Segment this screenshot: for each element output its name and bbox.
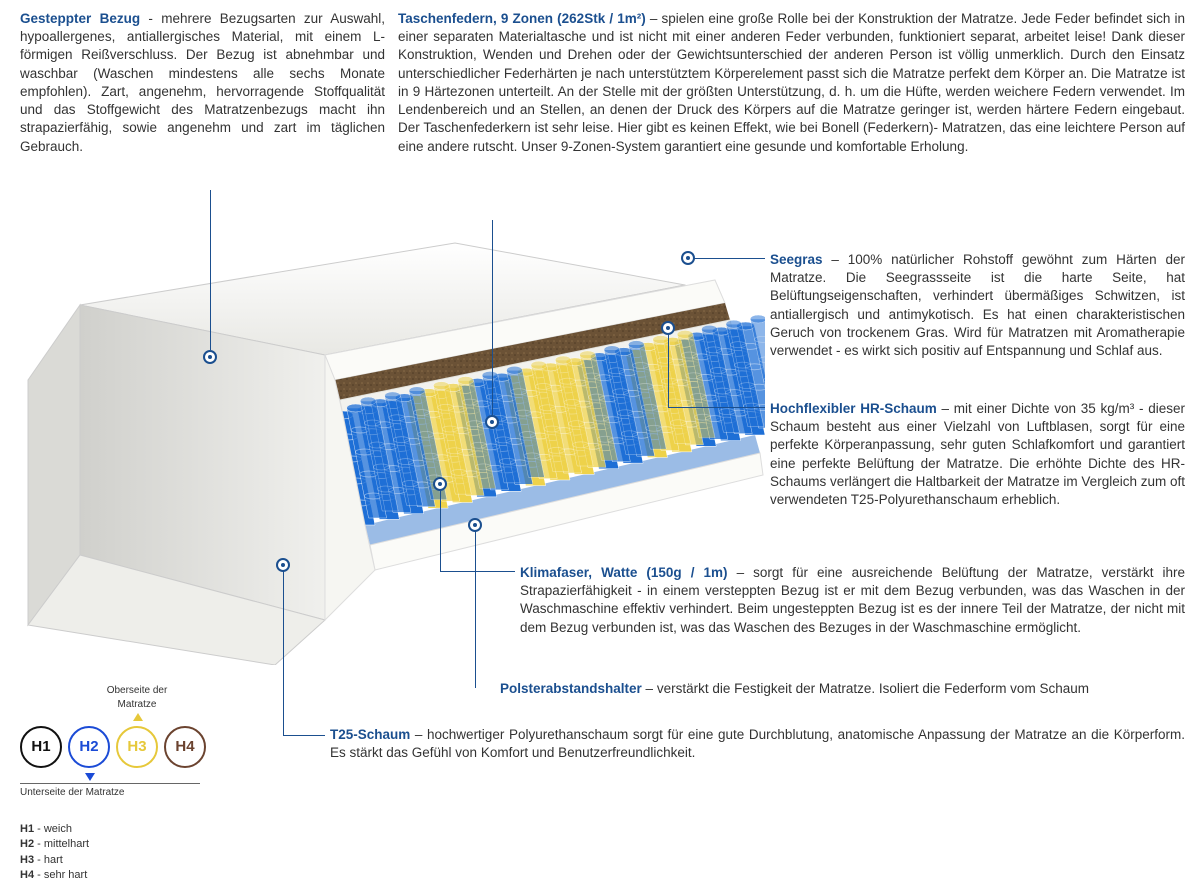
firm-key-line: H3 - hart xyxy=(20,853,89,868)
marker-hrfoam xyxy=(661,321,675,335)
arrow-up-icon xyxy=(133,713,143,721)
firm-circle-h3: H3 xyxy=(116,726,158,768)
firm-key-line: H4 - sehr hart xyxy=(20,868,89,883)
lead-klima-h xyxy=(440,571,515,572)
polster-sep: – xyxy=(642,681,657,696)
lead-polster-v xyxy=(475,525,476,688)
t25-body: hochwertiger Polyurethanschaum sorgt für… xyxy=(330,727,1185,760)
t25-title: T25-Schaum xyxy=(330,727,410,742)
firm-top-label: Oberseite der Matratze xyxy=(92,684,182,711)
marker-cover xyxy=(203,350,217,364)
seagrass-body: 100% natürlicher Rohstoff gewöhnt zum Hä… xyxy=(770,252,1185,358)
section-polster: Polsterabstandshalter – verstärkt die Fe… xyxy=(500,680,1185,698)
section-springs: Taschenfedern, 9 Zonen (262Stk / 1m²) – … xyxy=(398,10,1185,156)
firmness-circles: H1H2H3H4 xyxy=(20,726,250,768)
lead-seagrass xyxy=(688,258,765,259)
firmness-key: H1 - weichH2 - mittelhartH3 - hartH4 - s… xyxy=(20,822,89,884)
firm-circle-h1: H1 xyxy=(20,726,62,768)
section-cover: Gesteppter Bezug - mehrere Bezugsarten z… xyxy=(20,10,385,156)
springs-sep: – xyxy=(646,11,662,26)
lead-hrfoam-h xyxy=(668,407,765,408)
lead-klima-v xyxy=(440,484,441,571)
lead-hrfoam-v xyxy=(668,328,669,408)
firm-circle-h2: H2 xyxy=(68,726,110,768)
springs-title: Taschenfedern, 9 Zonen (262Stk / 1m²) xyxy=(398,11,646,26)
section-hrfoam: Hochflexibler HR-Schaum – mit einer Dich… xyxy=(770,400,1185,509)
marker-springs xyxy=(485,415,499,429)
hrfoam-title: Hochflexibler HR-Schaum xyxy=(770,401,937,416)
marker-t25 xyxy=(276,558,290,572)
section-seagrass: Seegras – 100% natürlicher Rohstoff gewö… xyxy=(770,251,1185,360)
lead-t25-v xyxy=(283,565,284,735)
cover-sep: - xyxy=(140,11,161,26)
springs-body: spielen eine große Rolle bei der Konstru… xyxy=(398,11,1185,154)
marker-seagrass xyxy=(681,251,695,265)
lead-cover xyxy=(210,190,211,350)
firm-circle-h4: H4 xyxy=(164,726,206,768)
polster-body: verstärkt die Festigkeit der Matratze. I… xyxy=(657,681,1089,696)
seagrass-title: Seegras xyxy=(770,252,823,267)
lead-springs xyxy=(492,220,493,415)
marker-klimafaser xyxy=(433,477,447,491)
seagrass-sep: – xyxy=(823,252,848,267)
t25-sep: – xyxy=(410,727,427,742)
cover-title: Gesteppter Bezug xyxy=(20,11,140,26)
firm-key-line: H1 - weich xyxy=(20,822,89,837)
cover-body: mehrere Bezugsarten zur Auswahl, hypoall… xyxy=(20,11,385,154)
section-t25: T25-Schaum – hochwertiger Polyurethansch… xyxy=(330,726,1185,762)
firm-bottom-label: Unterseite der Matratze xyxy=(20,786,250,800)
firm-key-line: H2 - mittelhart xyxy=(20,837,89,852)
firmness-legend: Oberseite der Matratze H1H2H3H4 Untersei… xyxy=(20,682,250,802)
hrfoam-sep: – xyxy=(937,401,954,416)
hrfoam-body: mit einer Dichte von 35 kg/m³ - dieser S… xyxy=(770,401,1185,507)
marker-polster xyxy=(468,518,482,532)
polster-title: Polsterabstandshalter xyxy=(500,681,642,696)
arrow-down-icon xyxy=(85,773,95,781)
mattress-illustration xyxy=(25,225,765,665)
lead-t25-h xyxy=(283,735,325,736)
